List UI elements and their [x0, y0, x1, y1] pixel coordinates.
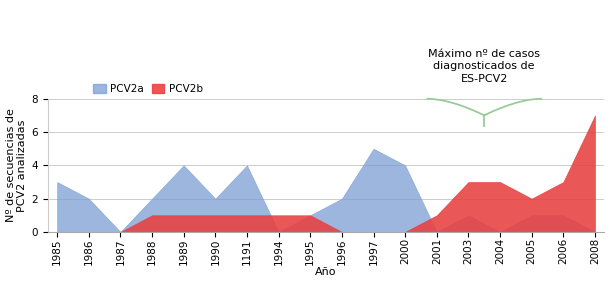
Text: Máximo nº de casos
diagnosticados de
ES-PCV2: Máximo nº de casos diagnosticados de ES-… — [428, 49, 540, 84]
X-axis label: Año: Año — [315, 267, 337, 277]
Y-axis label: Nº de secuencias de
PCV2 analizadas: Nº de secuencias de PCV2 analizadas — [5, 108, 27, 222]
Legend: PCV2a, PCV2b: PCV2a, PCV2b — [89, 80, 207, 98]
